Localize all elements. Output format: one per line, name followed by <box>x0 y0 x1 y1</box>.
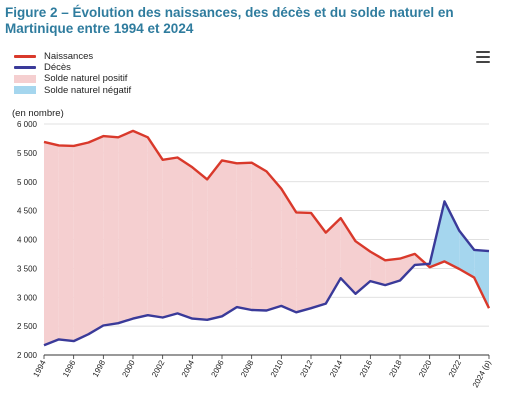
chart-legend: Naissances Décès Solde naturel positif S… <box>14 51 131 96</box>
solde-positif-area <box>251 162 267 311</box>
x-tick-label: 2016 <box>358 358 375 378</box>
y-tick-label: 2 000 <box>17 351 38 360</box>
solde-positif-swatch <box>14 74 36 83</box>
x-tick-label: 2004 <box>180 358 197 378</box>
line-layer <box>43 129 491 347</box>
solde-positif-area <box>88 136 104 335</box>
legend-label: Naissances <box>44 51 94 63</box>
y-tick-label: 3 500 <box>17 264 38 273</box>
x-tick-label: 2008 <box>239 358 256 378</box>
x-tick-label: 1996 <box>61 358 78 378</box>
solde-positif-area <box>147 137 163 318</box>
solde-negatif-area <box>444 201 460 269</box>
x-tick-label: 2002 <box>150 358 167 378</box>
solde-positif-area <box>296 212 311 313</box>
naissances-line <box>43 129 491 309</box>
legend-label: Solde naturel négatif <box>44 84 132 96</box>
solde-positif-area <box>162 157 178 318</box>
solde-positif-area <box>58 145 74 342</box>
x-tick-label: 2012 <box>298 358 315 378</box>
solde-positif-area <box>400 253 415 281</box>
solde-positif-area <box>222 160 237 317</box>
solde-positif-area <box>192 167 208 320</box>
x-tick-label: 2000 <box>120 358 137 378</box>
solde-positif-area <box>370 251 386 286</box>
legend-label: Décès <box>44 62 71 74</box>
solde-positif-area <box>133 130 148 319</box>
naissances-swatch <box>14 55 36 59</box>
legend-item-solde-positif[interactable]: Solde naturel positif <box>14 73 131 84</box>
y-axis-unit-label: (en nombre) <box>12 108 64 119</box>
y-tick-label: 5 500 <box>17 149 38 158</box>
area-layer <box>44 130 489 346</box>
solde-negatif-swatch <box>14 86 36 95</box>
x-tick-label: 2010 <box>269 358 286 378</box>
x-tick-label: 1994 <box>31 358 48 378</box>
x-tick-label: 2014 <box>328 358 345 378</box>
solde-negatif-area <box>459 230 475 278</box>
solde-positif-area <box>236 162 252 310</box>
legend-item-solde-negatif[interactable]: Solde naturel négatif <box>14 85 131 96</box>
y-tick-label: 2 500 <box>17 322 38 331</box>
hamburger-menu-icon[interactable] <box>476 51 490 63</box>
x-tick-label: 2006 <box>209 358 226 378</box>
solde-positif-area <box>207 160 222 320</box>
x-tick-label: 2022 <box>447 358 464 378</box>
y-tick-label: 4 000 <box>17 236 38 245</box>
solde-positif-area <box>118 130 133 324</box>
y-tick-label: 6 000 <box>17 120 38 129</box>
x-tick-label: 1998 <box>91 358 108 378</box>
solde-positif-area <box>44 141 59 346</box>
x-tick-label: 2018 <box>387 358 404 378</box>
legend-item-naissances[interactable]: Naissances <box>14 51 131 62</box>
y-tick-label: 4 500 <box>17 207 38 216</box>
solde-positif-area <box>73 142 89 342</box>
deces-line <box>43 200 490 347</box>
solde-positif-area <box>281 188 297 313</box>
y-tick-label: 5 000 <box>17 178 38 187</box>
chart-title: Figure 2 – Évolution des naissances, des… <box>5 5 454 36</box>
solde-positif-area <box>103 136 119 326</box>
deces-swatch <box>14 66 36 70</box>
solde-positif-area <box>355 241 371 294</box>
solde-positif-area <box>266 171 282 311</box>
solde-positif-area <box>177 157 193 319</box>
solde-positif-area <box>311 212 326 309</box>
legend-label: Solde naturel positif <box>44 73 128 85</box>
solde-negatif-area <box>474 249 489 309</box>
x-tick-label: 2020 <box>417 358 434 378</box>
y-tick-label: 3 000 <box>17 293 38 302</box>
legend-item-deces[interactable]: Décès <box>14 62 131 73</box>
x-tick-label: 2024 (p) <box>471 358 493 389</box>
solde-positif-area <box>385 258 400 286</box>
